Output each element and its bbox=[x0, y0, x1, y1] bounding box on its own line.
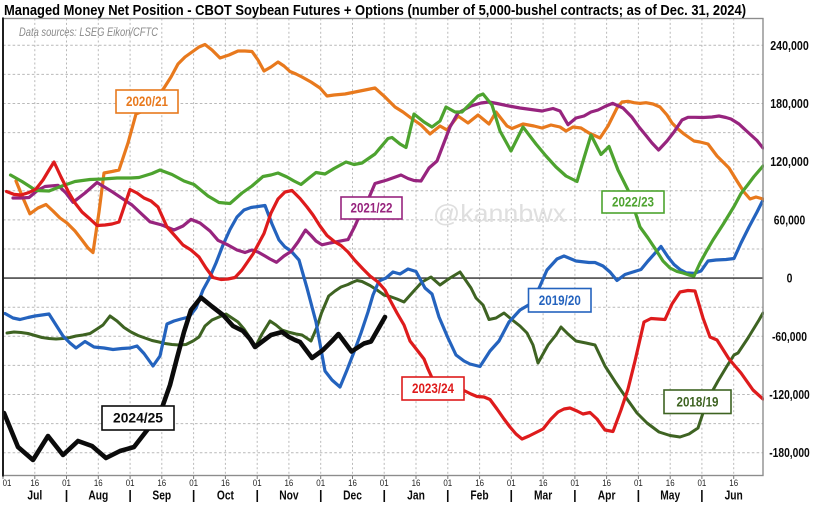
svg-text:01: 01 bbox=[380, 478, 389, 489]
svg-text:May: May bbox=[660, 489, 680, 503]
svg-text:Dec: Dec bbox=[343, 489, 362, 503]
svg-text:16: 16 bbox=[285, 478, 294, 489]
svg-text:-180,000: -180,000 bbox=[769, 446, 810, 460]
svg-text:-60,000: -60,000 bbox=[772, 330, 807, 344]
svg-text:16: 16 bbox=[539, 478, 548, 489]
svg-text:240,000: 240,000 bbox=[770, 39, 809, 53]
svg-text:2021/22: 2021/22 bbox=[351, 201, 393, 216]
svg-text:2023/24: 2023/24 bbox=[412, 381, 454, 396]
svg-text:@kannbwx: @kannbwx bbox=[433, 200, 567, 228]
svg-text:16: 16 bbox=[30, 478, 39, 489]
svg-text:01: 01 bbox=[507, 478, 516, 489]
svg-text:Jun: Jun bbox=[725, 489, 743, 503]
svg-text:Apr: Apr bbox=[598, 489, 616, 503]
svg-text:Nov: Nov bbox=[279, 489, 298, 503]
svg-text:|: | bbox=[255, 489, 259, 503]
svg-text:|: | bbox=[192, 489, 196, 503]
svg-text:01: 01 bbox=[698, 478, 707, 489]
svg-text:01: 01 bbox=[634, 478, 643, 489]
svg-text:|: | bbox=[637, 489, 641, 503]
svg-text:01: 01 bbox=[3, 478, 12, 489]
svg-text:|: | bbox=[446, 489, 450, 503]
svg-text:Managed Money Net Position - C: Managed Money Net Position - CBOT Soybea… bbox=[4, 2, 746, 19]
svg-text:01: 01 bbox=[571, 478, 580, 489]
svg-text:60,000: 60,000 bbox=[774, 213, 806, 227]
svg-text:2022/23: 2022/23 bbox=[612, 195, 654, 210]
svg-text:16: 16 bbox=[602, 478, 611, 489]
svg-text:|: | bbox=[65, 489, 69, 503]
svg-text:2020/21: 2020/21 bbox=[126, 94, 168, 109]
svg-text:01: 01 bbox=[126, 478, 135, 489]
svg-text:16: 16 bbox=[412, 478, 421, 489]
svg-text:Data sources: LSEG Eikon/CFTC: Data sources: LSEG Eikon/CFTC bbox=[19, 27, 159, 39]
svg-text:120,000: 120,000 bbox=[770, 155, 809, 169]
svg-text:Aug: Aug bbox=[88, 489, 108, 503]
svg-text:-120,000: -120,000 bbox=[769, 388, 810, 402]
svg-text:|: | bbox=[573, 489, 577, 503]
svg-text:16: 16 bbox=[157, 478, 166, 489]
svg-text:Mar: Mar bbox=[534, 489, 552, 503]
svg-text:01: 01 bbox=[253, 478, 262, 489]
svg-text:|: | bbox=[382, 489, 386, 503]
svg-text:16: 16 bbox=[94, 478, 103, 489]
svg-text:|: | bbox=[510, 489, 514, 503]
svg-text:|: | bbox=[128, 489, 132, 503]
svg-text:16: 16 bbox=[348, 478, 357, 489]
svg-text:2024/25: 2024/25 bbox=[113, 411, 163, 426]
svg-text:16: 16 bbox=[666, 478, 675, 489]
svg-text:Oct: Oct bbox=[217, 489, 235, 503]
svg-text:16: 16 bbox=[475, 478, 484, 489]
svg-text:|: | bbox=[319, 489, 323, 503]
svg-text:01: 01 bbox=[189, 478, 198, 489]
svg-text:180,000: 180,000 bbox=[770, 97, 809, 111]
svg-text:Feb: Feb bbox=[470, 489, 488, 503]
svg-text:16: 16 bbox=[729, 478, 738, 489]
svg-text:Jan: Jan bbox=[407, 489, 425, 503]
svg-text:|: | bbox=[700, 489, 704, 503]
svg-text:2019/20: 2019/20 bbox=[539, 293, 581, 308]
svg-text:Sep: Sep bbox=[152, 489, 171, 503]
svg-text:2018/19: 2018/19 bbox=[677, 394, 719, 409]
svg-text:16: 16 bbox=[221, 478, 230, 489]
svg-text:01: 01 bbox=[443, 478, 452, 489]
svg-text:01: 01 bbox=[316, 478, 325, 489]
svg-text:0: 0 bbox=[787, 272, 793, 286]
svg-text:Jul: Jul bbox=[27, 489, 42, 503]
svg-text:01: 01 bbox=[62, 478, 71, 489]
